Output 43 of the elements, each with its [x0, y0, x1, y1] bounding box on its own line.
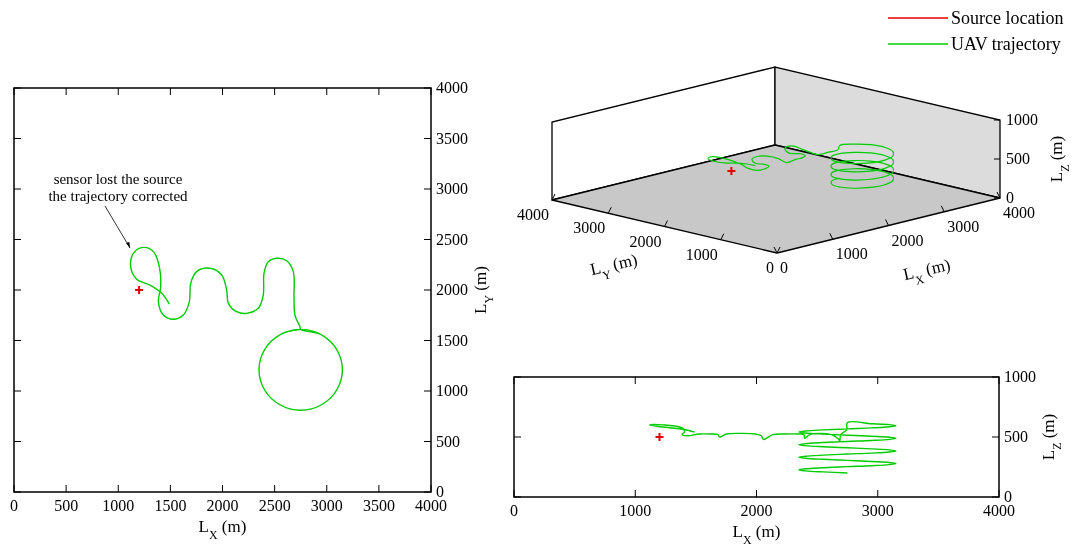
- y-tick-label: 3500: [436, 129, 468, 147]
- x-tick-label: 3000: [861, 502, 894, 519]
- text: 2000: [629, 232, 662, 250]
- y-tick-label: 500: [436, 432, 460, 450]
- x-axis-title: L$_{X}$ (m): [732, 522, 781, 547]
- text: 1000: [835, 245, 868, 263]
- text: 3000: [573, 219, 606, 237]
- legend-label: Source location: [951, 8, 1064, 28]
- x-tick-label: 500: [54, 497, 79, 514]
- y-tick-label: 500: [1004, 428, 1028, 445]
- x-tick-label: 3500: [362, 497, 395, 514]
- y-tick-label: 0: [436, 483, 444, 500]
- x-tick-label: 2000: [206, 497, 239, 514]
- y-tick-label: 1000: [1004, 368, 1036, 385]
- y-tick-label: 1000: [436, 382, 468, 399]
- x-tick-label: 3000: [310, 497, 343, 514]
- x-tick-label: 0: [10, 497, 18, 514]
- x-tick-label: 1000: [102, 497, 135, 514]
- text: 0: [780, 259, 788, 276]
- text: L$_{X}$ (m): [901, 255, 953, 288]
- line-series: [648, 421, 897, 474]
- y-tick-label: 2500: [436, 230, 468, 248]
- text: 4000: [517, 206, 549, 223]
- x-tick-label: 2000: [740, 502, 773, 519]
- legend-label: UAV trajectory: [951, 34, 1061, 54]
- x-tick-label: 4000: [983, 502, 1015, 519]
- text: 1000: [685, 245, 718, 263]
- y-tick-label: 2000: [436, 281, 468, 298]
- text: L$_{Y}$ (m): [588, 250, 640, 283]
- x-tick-label: 1500: [154, 497, 187, 514]
- line-series: [129, 246, 344, 411]
- text: 0: [766, 259, 774, 276]
- y-tick-label: 3000: [436, 180, 468, 197]
- annotation: sensor lost the source the trajectory corrected: [48, 171, 189, 204]
- x-tick-label: 2500: [258, 497, 291, 514]
- x-tick-label: 4000: [415, 497, 447, 514]
- x-tick-label: 0: [510, 502, 518, 519]
- y-tick-label: 1500: [436, 331, 468, 349]
- text: 3000: [947, 217, 980, 235]
- text: 2000: [891, 231, 924, 249]
- x-tick-label: 1000: [619, 502, 652, 519]
- x-axis-title: L$_{X}$ (m): [198, 517, 247, 542]
- y-tick-label: 4000: [436, 79, 468, 96]
